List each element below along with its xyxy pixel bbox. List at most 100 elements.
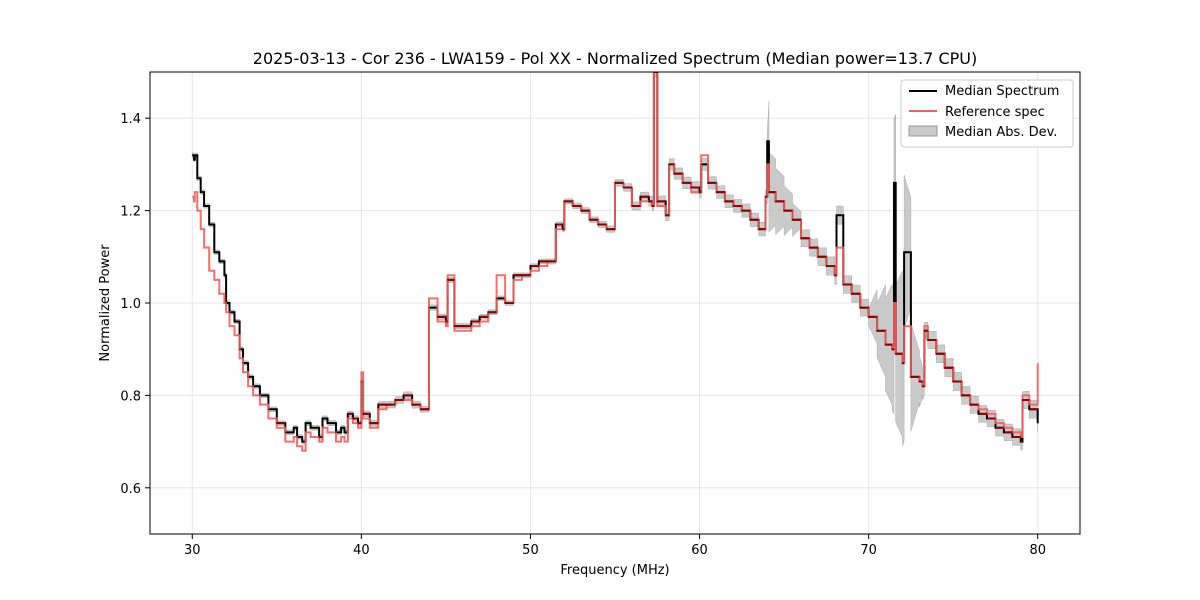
median-point — [305, 422, 307, 424]
median-point — [538, 260, 540, 262]
median-point — [293, 427, 295, 429]
median-point — [961, 394, 963, 396]
median-point — [196, 177, 198, 179]
y-tick-label: 0.6 — [120, 482, 141, 497]
median-point — [842, 284, 844, 285]
median-point — [487, 311, 489, 313]
median-point — [834, 274, 836, 276]
median-point — [276, 422, 278, 424]
median-point — [225, 302, 227, 304]
y-tick-label: 1.4 — [120, 112, 141, 127]
median-point — [716, 191, 717, 193]
median-point — [665, 214, 667, 216]
median-point — [651, 205, 653, 207]
median-point — [758, 228, 760, 230]
median-point — [614, 182, 616, 184]
median-point — [580, 210, 582, 212]
median-point — [1020, 441, 1022, 443]
median-point — [741, 210, 743, 212]
median-point — [208, 224, 210, 225]
median-point — [352, 418, 354, 419]
median-point — [918, 381, 920, 382]
median-point — [530, 265, 531, 267]
median-point — [935, 353, 937, 355]
legend-reference-label: Reference spec — [945, 105, 1045, 120]
median-point — [891, 348, 893, 350]
median-point — [267, 408, 269, 410]
median-point — [1003, 431, 1005, 433]
median-point — [682, 182, 684, 184]
median-point — [765, 196, 766, 198]
median-point — [606, 228, 607, 230]
median-point — [447, 279, 449, 281]
median-point — [631, 205, 633, 207]
median-point — [699, 191, 700, 193]
median-point — [218, 260, 220, 262]
series-reference-spec — [192, 72, 1039, 452]
median-point — [322, 418, 323, 419]
median-point — [903, 251, 905, 253]
median-point — [597, 224, 599, 225]
median-point — [749, 219, 751, 221]
median-point — [766, 140, 768, 142]
median-point — [203, 205, 205, 207]
legend-box — [900, 79, 1074, 148]
median-point — [411, 404, 413, 406]
median-point — [521, 274, 523, 276]
median-point — [800, 237, 802, 239]
y-tick-label: 1.0 — [120, 297, 141, 312]
median-point — [922, 385, 924, 387]
median-point — [572, 205, 574, 207]
median-point — [377, 404, 379, 406]
median-point — [194, 154, 196, 156]
legend-mad-label: Median Abs. Dev. — [945, 125, 1057, 140]
chart-title: 2025-03-13 - Cor 236 - LWA159 - Pol XX -… — [253, 49, 977, 68]
median-point — [369, 422, 371, 424]
median-point — [555, 224, 557, 225]
median-point — [859, 307, 861, 309]
median-point — [428, 307, 430, 309]
median-point — [362, 413, 364, 415]
median-point — [656, 200, 658, 202]
legend-mad-swatch — [908, 125, 938, 137]
median-point — [223, 274, 225, 276]
median-point — [612, 228, 614, 230]
median-point — [969, 404, 971, 406]
median-point — [1037, 422, 1039, 424]
y-axis: 0.6 0.8 1.0 1.2 1.4 — [120, 112, 150, 497]
median-point — [239, 348, 241, 350]
median-point — [259, 394, 261, 396]
median-point — [247, 376, 249, 378]
median-point — [895, 353, 897, 355]
median-point — [470, 321, 472, 322]
median-point — [836, 214, 837, 216]
median-point — [783, 210, 785, 212]
median-point — [301, 441, 303, 443]
median-point — [673, 173, 675, 175]
median-point — [732, 205, 734, 207]
median-point — [902, 362, 903, 364]
median-point — [453, 325, 455, 327]
median-point — [639, 196, 641, 198]
x-tick-label: 40 — [353, 543, 370, 558]
median-point — [1028, 408, 1030, 410]
median-point — [360, 381, 362, 382]
y-axis-label: Normalized Power — [98, 244, 113, 362]
median-point — [193, 159, 195, 161]
median-point — [191, 154, 193, 156]
x-axis-label: Frequency (MHz) — [560, 563, 669, 578]
median-point — [327, 422, 328, 424]
median-point — [978, 413, 979, 415]
x-tick-label: 60 — [691, 543, 708, 558]
x-tick-label: 70 — [860, 543, 877, 558]
series-lines-layer — [191, 72, 1039, 452]
median-point — [394, 399, 396, 401]
y-tick-label: 0.8 — [120, 389, 141, 404]
median-point — [347, 413, 349, 415]
x-tick-label: 30 — [184, 543, 201, 558]
median-point — [340, 427, 342, 429]
median-point — [386, 404, 388, 406]
median-point — [426, 408, 428, 410]
median-point — [868, 316, 870, 318]
